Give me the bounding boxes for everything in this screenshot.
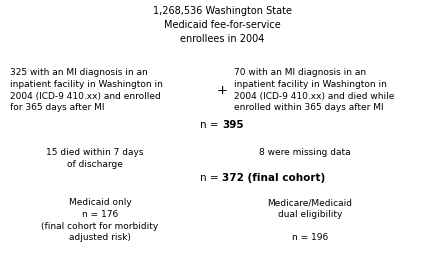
Text: Medicaid only
n = 176
(final cohort for morbidity
adjusted risk): Medicaid only n = 176 (final cohort for … (41, 198, 159, 242)
Text: 1,268,536 Washington State
Medicaid fee-for-service
enrollees in 2004: 1,268,536 Washington State Medicaid fee-… (152, 6, 292, 44)
Text: 70 with an MI diagnosis in an
inpatient facility in Washington in
2004 (ICD-9 41: 70 with an MI diagnosis in an inpatient … (234, 68, 394, 112)
Text: 8 were missing data: 8 were missing data (259, 148, 351, 157)
Text: 395: 395 (222, 120, 244, 130)
Text: n =: n = (200, 173, 222, 183)
Text: 372 (final cohort): 372 (final cohort) (222, 173, 325, 183)
Text: n =: n = (200, 120, 222, 130)
Text: Medicare/Medicaid
dual eligibility

n = 196: Medicare/Medicaid dual eligibility n = 1… (267, 198, 353, 242)
Text: 325 with an MI diagnosis in an
inpatient facility in Washington in
2004 (ICD-9 4: 325 with an MI diagnosis in an inpatient… (10, 68, 163, 112)
Text: +: + (217, 83, 227, 96)
Text: 15 died within 7 days
of discharge: 15 died within 7 days of discharge (46, 148, 144, 169)
